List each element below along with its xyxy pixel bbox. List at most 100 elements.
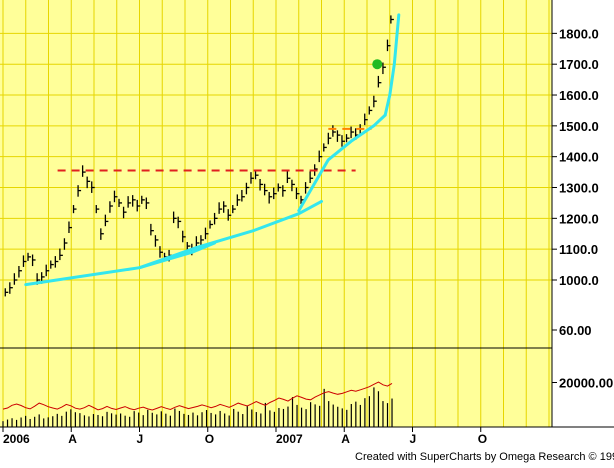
volume-tick-label: 20000.00 (559, 376, 613, 391)
x-tick-label: J (410, 432, 417, 446)
price-bar (390, 15, 394, 24)
x-tick-label: 2007 (276, 432, 303, 446)
price-tick-label: 1300.0 (559, 181, 599, 196)
price-bar (254, 171, 259, 180)
price-bar (277, 183, 282, 192)
price-bar (368, 106, 373, 115)
price-bar (268, 192, 273, 204)
price-bar (77, 185, 82, 197)
price-bar (250, 172, 254, 184)
price-bar (81, 165, 86, 177)
price-bar (22, 255, 27, 267)
price-bar (286, 171, 291, 184)
price-bar (259, 179, 264, 191)
price-bar (132, 195, 136, 207)
x-tick-label: O (478, 432, 487, 446)
price-bar (91, 181, 95, 193)
price-bar (4, 288, 9, 297)
price-bar (59, 248, 63, 261)
price-bar (186, 242, 191, 251)
price-tick-label: 1500.0 (559, 119, 599, 134)
price-bar (136, 199, 141, 212)
price-bar (350, 126, 355, 139)
price-bar (245, 182, 250, 195)
price-bar (13, 273, 18, 285)
price-bar (263, 183, 268, 196)
price-bar (209, 220, 214, 229)
trendline (297, 113, 387, 213)
grid (0, 0, 552, 427)
price-tick-label: 1000.0 (559, 273, 599, 288)
axes: 1000.0 1100.0 1200.0 1300.0 1400.0 1500.0 1600… (0, 0, 614, 446)
price-bar (27, 252, 32, 261)
price-bar (332, 125, 336, 137)
price-bar (218, 202, 223, 214)
price-bar (323, 143, 327, 152)
x-tick-label: J (137, 432, 144, 446)
price-bar (122, 206, 127, 219)
price-bar (273, 187, 277, 200)
price-bar (213, 212, 218, 225)
price-bar (50, 260, 54, 269)
x-tick-label: A (341, 432, 350, 446)
price-bar (282, 185, 286, 197)
price-bar (154, 235, 159, 247)
price-tick-label: 1800.0 (559, 26, 599, 41)
trendline (383, 13, 401, 117)
price-bar (9, 282, 13, 294)
price-bar (95, 205, 100, 214)
price-bar (364, 113, 368, 126)
price-bar (141, 195, 145, 204)
price-bar (204, 227, 209, 240)
price-tick-label: 1600.0 (559, 88, 599, 103)
price-bar (345, 134, 350, 143)
price-bar (18, 266, 22, 278)
price-bar (54, 256, 59, 268)
price-bar (386, 39, 391, 52)
price-bar (382, 62, 386, 75)
price-bar (100, 228, 104, 240)
price-bar (31, 254, 36, 267)
trendline (138, 199, 323, 270)
marker-dot (372, 59, 383, 70)
price-bar (327, 132, 332, 145)
price-bar (72, 205, 77, 214)
price-tick-label: 1400.0 (559, 150, 599, 165)
price-bar (341, 135, 345, 147)
price-bar (177, 216, 182, 229)
price-bar (182, 230, 186, 243)
price-bar (223, 201, 227, 213)
price-tick-label: 1700.0 (559, 57, 599, 72)
price-bar (232, 205, 236, 214)
price-tick-label: 1100.0 (559, 242, 598, 257)
price-bar (63, 238, 68, 250)
price-bar (159, 246, 163, 258)
price-bar (118, 198, 123, 207)
price-tick-label: 1200.0 (559, 211, 599, 226)
price-bar (291, 179, 295, 192)
price-bar (377, 75, 382, 88)
price-bar (45, 264, 50, 277)
price-bar (373, 95, 377, 108)
price-bar (104, 214, 109, 227)
chart-overlays (24, 13, 401, 287)
price-bar (304, 182, 309, 194)
price-bar (195, 236, 200, 248)
x-tick-label: 2006 (3, 432, 30, 446)
price-bar (172, 211, 177, 224)
indicator-tick-label: 60.00 (559, 323, 592, 338)
price-bar (86, 176, 91, 189)
price-bar (309, 171, 314, 184)
price-bar (336, 130, 341, 142)
x-tick-label: A (68, 432, 77, 446)
price-bar (295, 187, 300, 200)
price-bar (227, 209, 232, 221)
price-bar (109, 201, 113, 213)
price-bar (236, 194, 241, 206)
price-bar (113, 190, 118, 203)
price-bar (241, 189, 245, 202)
price-bars (4, 15, 394, 297)
price-bar (318, 150, 323, 163)
